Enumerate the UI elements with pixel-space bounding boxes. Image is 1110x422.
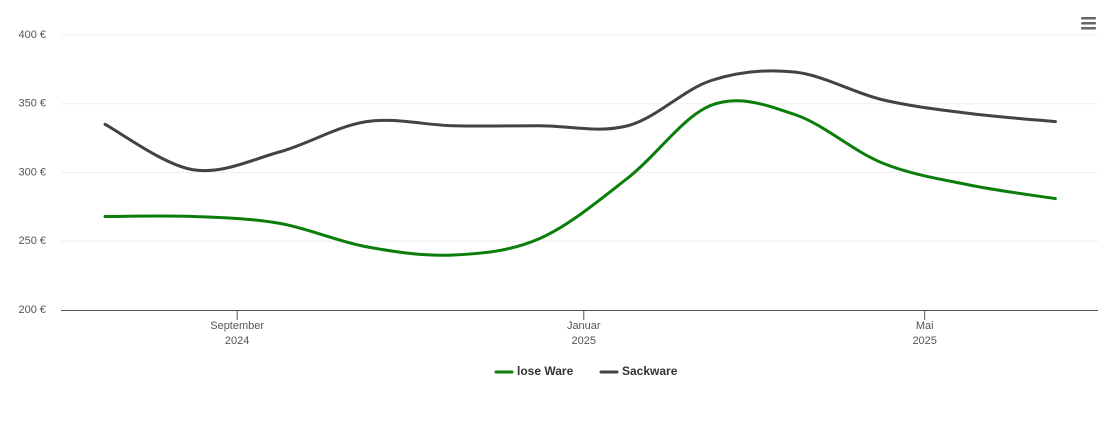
- series-line: [103, 99, 1057, 257]
- legend-item[interactable]: lose Ware: [494, 364, 574, 378]
- legend: lose Ware Sackware: [494, 364, 678, 378]
- y-tick-label: 200 €: [18, 304, 46, 316]
- y-tick-label: 250 €: [18, 235, 46, 247]
- x-tick-label: September: [210, 320, 264, 332]
- x-tick-label: 2024: [225, 335, 249, 347]
- x-tick-label: Mai: [916, 320, 934, 332]
- y-tick-label: 350 €: [18, 98, 46, 110]
- menu-bar: [1081, 27, 1096, 30]
- x-tick-label: 2025: [572, 335, 596, 347]
- series-line: [103, 69, 1057, 173]
- legend-item[interactable]: Sackware: [599, 364, 678, 378]
- y-tick-label: 400 €: [18, 29, 46, 41]
- legend-label: lose Ware: [517, 364, 574, 378]
- menu-button[interactable]: [1080, 15, 1096, 31]
- menu-bar: [1081, 17, 1096, 20]
- menu-bar: [1081, 22, 1096, 25]
- x-tick-label: 2025: [912, 335, 936, 347]
- x-tick-label: Januar: [567, 320, 601, 332]
- legend-label: Sackware: [622, 364, 678, 378]
- y-tick-label: 300 €: [18, 166, 46, 178]
